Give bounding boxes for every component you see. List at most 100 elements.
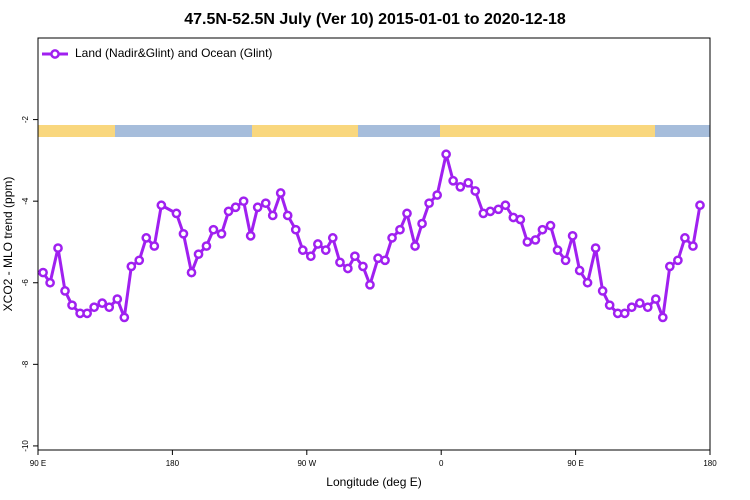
point (82, 308, 92, 319)
y-tick-label: -4 (21, 197, 30, 205)
point (470, 186, 481, 196)
ocean (115, 125, 252, 137)
point (252, 202, 263, 213)
x-tick-label: 90 E (30, 459, 46, 468)
point (560, 255, 571, 266)
point (574, 265, 585, 276)
point (695, 200, 705, 211)
point (673, 255, 683, 266)
y-tick-label: -10 (21, 440, 30, 452)
point (493, 204, 504, 215)
point (552, 245, 563, 255)
point (350, 251, 360, 262)
y-tick-label: -8 (21, 360, 30, 368)
point (313, 239, 323, 249)
point (590, 243, 601, 253)
x-tick-label: 180 (166, 459, 180, 468)
point (97, 298, 108, 308)
x-tick-label: 90 E (567, 459, 583, 468)
land (252, 125, 358, 137)
point (634, 298, 645, 308)
point (395, 224, 405, 235)
point (245, 230, 256, 241)
point (582, 277, 593, 288)
point (186, 267, 197, 278)
ocean (358, 125, 440, 137)
point (424, 198, 434, 209)
point (149, 241, 160, 251)
land-ocean-strip (38, 125, 710, 137)
y-tick-label: -2 (21, 115, 30, 123)
point (604, 300, 615, 311)
point (208, 224, 219, 235)
ocean (655, 125, 710, 137)
point (441, 149, 451, 160)
point (89, 302, 99, 313)
point (104, 302, 115, 313)
point (112, 294, 123, 304)
point (45, 277, 55, 288)
point (178, 228, 189, 239)
point (485, 206, 496, 217)
x-tick-label: 90 W (297, 459, 316, 468)
x-tick-label: 180 (703, 459, 717, 468)
legend-marker (50, 49, 60, 59)
point (193, 249, 204, 260)
series-line (41, 153, 702, 318)
point (657, 312, 668, 323)
land (440, 125, 655, 137)
point (223, 206, 234, 217)
point (327, 233, 338, 243)
point (619, 308, 630, 319)
point (290, 224, 301, 235)
point (455, 182, 466, 192)
point (53, 243, 63, 253)
point (448, 175, 458, 186)
point (297, 245, 308, 255)
point (432, 190, 443, 200)
point (680, 233, 690, 243)
point (156, 200, 167, 211)
point (500, 200, 511, 211)
point (515, 214, 526, 225)
point (597, 286, 608, 296)
point (275, 188, 286, 198)
point (335, 257, 345, 268)
point (134, 255, 145, 266)
point (417, 218, 427, 229)
point (358, 261, 368, 272)
legend-label: Land (Nadir&Glint) and Ocean (Glint) (75, 46, 272, 60)
point (305, 251, 316, 262)
plot-frame (37, 37, 711, 451)
point (387, 233, 397, 243)
point (537, 224, 548, 235)
point (650, 294, 661, 304)
point (642, 302, 653, 313)
point (171, 208, 182, 219)
point (343, 263, 353, 274)
point (402, 208, 412, 219)
point (38, 267, 48, 278)
point (230, 202, 241, 213)
point (67, 300, 77, 311)
point (463, 177, 474, 188)
chart-title: 47.5N-52.5N July (Ver 10) 2015-01-01 to … (184, 11, 566, 28)
x-axis-label: Longitude (deg E) (326, 475, 421, 489)
point (522, 237, 533, 247)
point (260, 198, 271, 209)
point (216, 228, 227, 239)
point (380, 255, 390, 266)
point (201, 241, 212, 251)
point (282, 210, 293, 221)
point (320, 245, 331, 255)
point (141, 233, 152, 243)
point (60, 286, 70, 296)
point (267, 210, 278, 221)
point (238, 196, 249, 207)
point (530, 235, 541, 245)
point (688, 241, 698, 251)
point (626, 302, 637, 313)
x-tick-label: 0 (439, 459, 444, 468)
y-tick-label: -6 (21, 279, 30, 287)
